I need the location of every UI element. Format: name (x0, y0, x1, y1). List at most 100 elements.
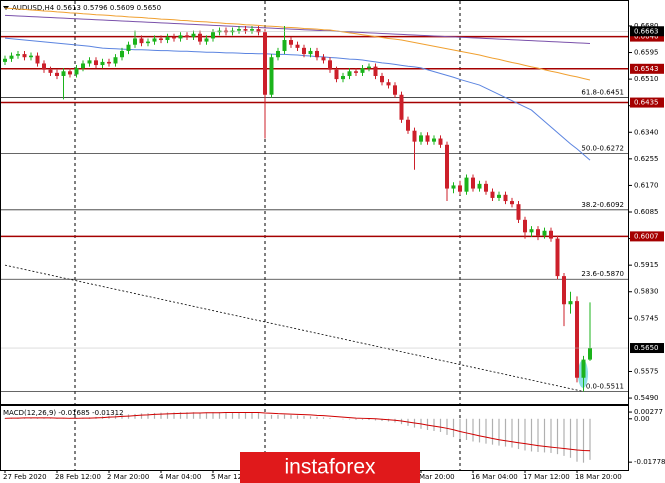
level-box (630, 231, 664, 242)
candle-body (243, 29, 248, 31)
candle-body (35, 55, 40, 64)
candle-body (588, 348, 592, 360)
fib-label: 23.6-0.5870 (581, 270, 624, 278)
candle-body (549, 230, 553, 239)
candle-body (425, 135, 430, 142)
candle-body (100, 61, 105, 66)
candle-body (386, 82, 391, 86)
macd-label: MACD(12,26,9) -0.01685 -0.01312 (3, 409, 124, 417)
candle-body (139, 38, 144, 44)
candle-body (48, 69, 53, 73)
candle-body (373, 66, 378, 76)
candle-body (74, 68, 79, 75)
candle-body (393, 85, 397, 95)
level-label: 0.6007 (634, 232, 659, 240)
candle-body (211, 32, 215, 39)
candle-body (419, 135, 423, 142)
candle-body (562, 276, 566, 305)
candle-body (282, 40, 287, 51)
candle-body (568, 301, 573, 305)
candle-body (198, 33, 202, 42)
chart-title: AUDUSD,H4 0.5613 0.5796 0.5609 0.5650 (12, 4, 161, 12)
candle-body (263, 32, 267, 95)
price-marker-label: 0.5650 (634, 344, 659, 352)
fib-label: 61.8-0.6451 (581, 89, 624, 97)
candle-body (295, 44, 300, 48)
candle-body (523, 219, 527, 233)
y-tick-label: 0.6340 (634, 128, 659, 136)
candle-body (9, 55, 14, 59)
y-tick-label: 0.5745 (634, 314, 659, 322)
x-tick-label: 17 Mar 12:00 (523, 473, 570, 481)
x-tick-label: 4 Mar 04:00 (159, 473, 201, 481)
y-tick-label: 0.6255 (634, 155, 659, 163)
candle-body (536, 229, 540, 236)
candle-body (575, 301, 579, 378)
candle-body (81, 63, 85, 69)
candle-body (555, 238, 560, 277)
y-tick-label: 0.00 (634, 415, 650, 423)
candle-body (3, 58, 7, 62)
watermark: instaforex (284, 456, 376, 479)
candle-body (87, 60, 92, 64)
candle-body (510, 201, 514, 205)
plot: 0.66800.65950.65100.64250.63400.62550.61… (1, 7, 665, 481)
candle-body (464, 177, 469, 192)
y-tick-label: 0.00277 (634, 408, 663, 416)
moving-average (4, 14, 591, 44)
x-tick-label: 5 Mar 12:00 (211, 473, 253, 481)
candle-body (178, 35, 183, 39)
y-tick-label: 0.5830 (634, 288, 659, 296)
candle-body (503, 194, 508, 202)
y-tick-label: 0.6595 (634, 49, 659, 57)
candle-body (341, 75, 345, 80)
main-frame (0, 0, 629, 405)
candle-body (321, 57, 326, 61)
x-tick-label: 16 Mar 04:00 (471, 473, 518, 481)
candle-body (237, 29, 241, 31)
candle-body (152, 38, 157, 42)
fib-label: 50.0-0.6272 (581, 145, 624, 153)
candle-body (490, 191, 495, 198)
candle-body (42, 63, 46, 70)
y-tick-label: 0.6085 (634, 208, 659, 216)
y-tick-label: 0.6170 (634, 181, 659, 189)
candle-body (360, 68, 365, 73)
candle-body (269, 57, 274, 95)
candle-body (250, 29, 254, 31)
fib-label: 0.0-0.5511 (586, 382, 624, 390)
candle-body (16, 54, 20, 56)
candle-body (347, 71, 352, 76)
candle-body (380, 75, 384, 83)
candle-body (133, 38, 137, 45)
x-tick-label: 27 Feb 2020 (3, 473, 47, 481)
price-marker-label: 0.6663 (634, 27, 659, 35)
x-tick-label: 2 Mar 20:00 (107, 473, 149, 481)
candle-body (204, 38, 209, 42)
candle-body (146, 41, 150, 44)
y-tick-label: 0.6510 (634, 75, 659, 83)
level-box (630, 97, 664, 108)
candle-body (22, 54, 27, 58)
candle-body (542, 230, 547, 236)
y-tick-label: 0.5915 (634, 261, 659, 269)
macd-signal (4, 411, 591, 452)
candle-body (276, 50, 280, 58)
candle-body (185, 35, 189, 37)
candle-body (126, 44, 131, 51)
candle-body (113, 57, 118, 64)
candle-body (458, 185, 462, 192)
x-tick-label: 28 Feb 12:00 (55, 473, 101, 481)
candle-body (328, 60, 332, 70)
level-label: 0.6646 (634, 33, 659, 41)
candle-body (412, 130, 417, 142)
level-box (630, 31, 664, 42)
candle-body (471, 177, 475, 189)
candle-body (302, 47, 306, 55)
candle-body (61, 71, 66, 76)
candle-body (399, 94, 404, 120)
watermark-box (240, 452, 420, 483)
candle-body (289, 40, 293, 45)
